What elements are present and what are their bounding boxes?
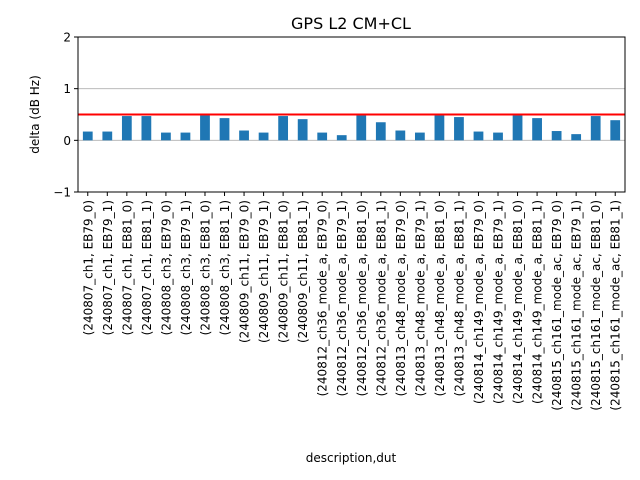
x-tick-label: (240807_ch1, EB81_0) [120,200,134,335]
x-tick-label: (240809_ch11, EB81_0) [277,200,291,343]
x-tick-label: (240814_ch149_mode_a, EB81_0) [511,200,525,404]
x-tick-label: (240808_ch3, EB79_0) [159,200,173,335]
bar [121,116,132,141]
y-tick-label: 2 [63,31,71,45]
x-tick-label: (240813_ch48_mode_a, EB81_0) [433,200,447,396]
bar [610,120,621,141]
y-axis: −1 0 1 2 [53,31,78,200]
x-tick-label: (240807_ch1, EB79_1) [101,200,115,335]
bar [551,131,562,141]
y-axis-label: delta (dB Hz) [28,75,42,154]
x-tick-label: (240808_ch3, EB81_0) [198,200,212,335]
x-tick-label: (240815_ch161_mode_ac, EB81_0) [589,200,603,411]
x-tick-label: (240814_ch149_mode_a, EB81_1) [531,200,545,404]
x-tick-label: (240815_ch161_mode_ac, EB81_1) [609,200,623,411]
chart-title: GPS L2 CM+CL [291,14,411,33]
bar [512,115,523,141]
bar [180,132,191,141]
x-tick-label: (240809_ch11, EB81_1) [296,200,310,343]
bar [200,115,210,141]
bar [571,134,582,141]
bar [493,132,503,141]
x-tick-label: (240812_ch36_mode_a, EB81_1) [374,200,388,396]
x-axis: (240807_ch1, EB79_0) (240807_ch1, EB79_1)… [81,192,623,411]
bar [336,135,347,141]
x-axis-label: description,dut [306,451,397,465]
bar [454,117,464,141]
bars [82,115,621,141]
x-tick-label: (240812_ch36_mode_a, EB79_0) [316,200,330,396]
bar [102,131,113,141]
bar [532,118,542,141]
bar [297,119,308,141]
x-tick-label: (240815_ch161_mode_ac, EB79_1) [570,200,584,411]
bar [141,116,152,141]
x-tick-label: (240815_ch161_mode_ac, EB79_0) [550,200,564,411]
bar [434,115,445,141]
x-tick-label: (240812_ch36_mode_a, EB81_0) [355,200,369,396]
x-tick-label: (240809_ch11, EB79_0) [238,200,252,343]
bar [356,115,367,141]
x-tick-label: (240807_ch1, EB79_0) [81,200,95,335]
bar [473,131,484,141]
x-tick-label: (240807_ch1, EB81_1) [140,200,154,335]
bar [375,122,386,141]
x-tick-label: (240808_ch3, EB79_1) [179,200,193,335]
y-tick-label: −1 [53,186,71,200]
x-tick-label: (240813_ch48_mode_a, EB79_0) [394,200,408,396]
x-tick-label: (240812_ch36_mode_a, EB79_1) [335,200,349,396]
x-tick-label: (240813_ch48_mode_a, EB81_1) [452,200,466,396]
bar [161,132,171,141]
plot-area-frame [77,36,626,193]
y-tick-label: 1 [63,82,71,96]
x-tick-label: (240813_ch48_mode_a, EB79_1) [413,200,427,396]
bar [278,116,289,141]
bar [82,131,93,141]
bar [239,130,249,141]
bar [258,132,269,141]
bar [219,118,230,141]
x-tick-label: (240809_ch11, EB79_1) [257,200,271,343]
x-tick-label: (240808_ch3, EB81_1) [218,200,232,335]
bar [414,132,425,141]
bar [395,130,406,141]
x-tick-label: (240814_ch149_mode_a, EB79_0) [472,200,486,404]
x-tick-label: (240814_ch149_mode_a, EB79_1) [492,200,506,404]
bar [590,116,601,141]
y-tick-label: 0 [63,134,71,148]
bar [317,132,328,141]
